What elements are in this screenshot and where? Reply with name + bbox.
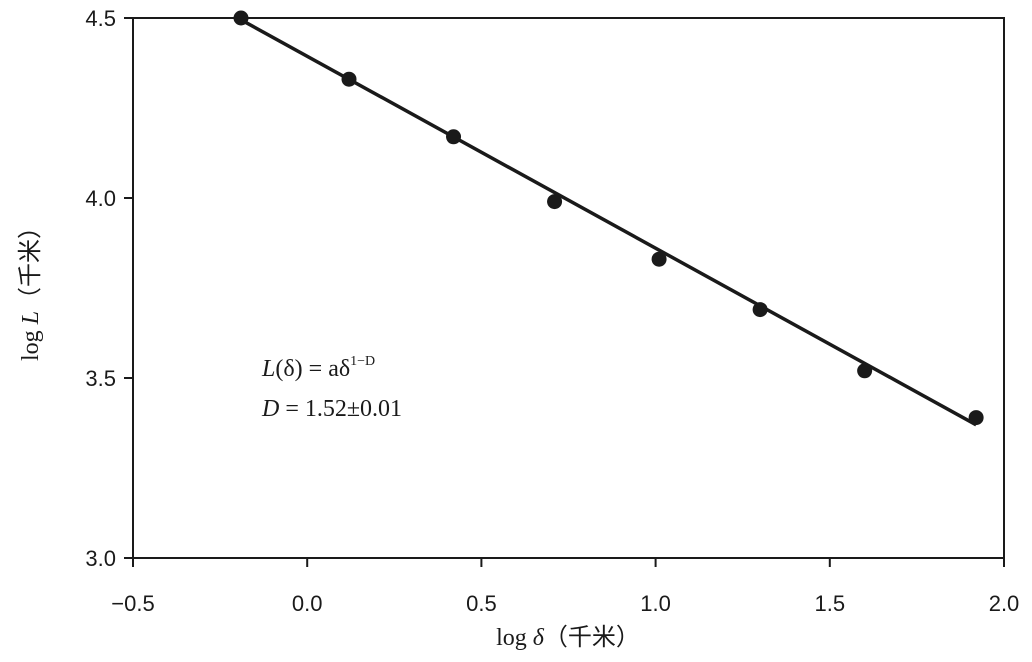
- data-point: [968, 410, 984, 426]
- y-tick-label: 4.0: [85, 186, 116, 211]
- x-axis-ticks: −0.5 0.0 0.5 1.0 1.5 2.0: [111, 558, 1019, 616]
- y-tick-label: 3.5: [85, 366, 116, 391]
- formula-sup: 1−D: [350, 354, 375, 369]
- formula-L: L: [261, 356, 275, 382]
- fit-line-group: [240, 18, 977, 427]
- y-axis-label-prefix: log: [18, 330, 44, 361]
- x-axis-label: log δ（千米）: [496, 624, 640, 651]
- x-tick-label: 0.5: [466, 591, 497, 616]
- x-tick-label: 2.0: [989, 591, 1020, 616]
- data-point: [341, 71, 357, 87]
- formula-mid: (δ) = aδ: [275, 356, 350, 382]
- data-point: [857, 363, 873, 379]
- y-axis-label-symbol: L: [18, 311, 44, 325]
- data-point: [446, 129, 462, 145]
- formula-D-value: = 1.52±0.01: [279, 396, 402, 422]
- x-axis-label-unit: （千米）: [544, 624, 640, 651]
- formula-D: D: [261, 396, 279, 422]
- data-point: [233, 10, 249, 26]
- x-axis-label-symbol: δ: [533, 625, 545, 651]
- data-points: [233, 10, 984, 426]
- data-point: [752, 302, 768, 318]
- x-axis-label-prefix: log: [496, 625, 527, 651]
- x-tick-label: 1.0: [640, 591, 671, 616]
- plot-frame: [132, 17, 1005, 559]
- y-axis-label: log L（千米）: [17, 215, 44, 361]
- y-axis-ticks: 3.0 3.5 4.0 4.5: [85, 6, 133, 571]
- formula-annotation: L(δ) = aδ1−D: [261, 354, 375, 382]
- x-tick-label: 0.0: [292, 591, 323, 616]
- dimension-annotation: D = 1.52±0.01: [261, 396, 402, 422]
- y-tick-label: 4.5: [85, 6, 116, 31]
- data-point: [547, 194, 563, 210]
- y-axis-label-unit: （千米）: [17, 215, 44, 311]
- x-tick-label: 1.5: [815, 591, 846, 616]
- data-point: [651, 251, 667, 267]
- fit-line: [240, 18, 977, 427]
- y-tick-label: 3.0: [85, 546, 116, 571]
- x-tick-label: −0.5: [111, 591, 154, 616]
